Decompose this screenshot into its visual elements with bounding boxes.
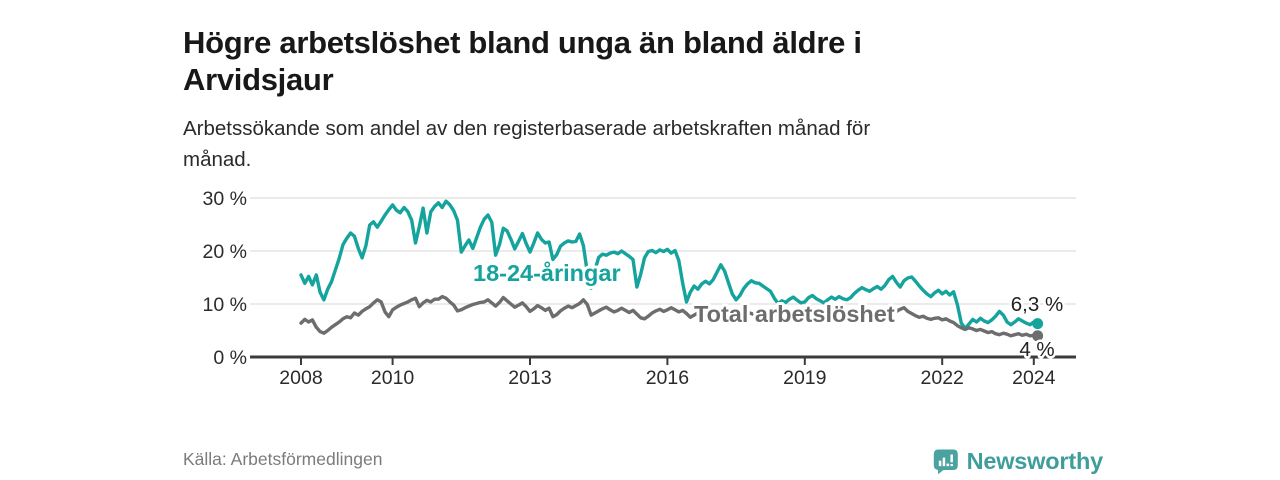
chart-title: Högre arbetslöshet bland unga än bland ä… bbox=[183, 24, 1043, 98]
chart-title-line1: Högre arbetslöshet bland unga än bland ä… bbox=[183, 24, 862, 60]
x-tick-label: 2010 bbox=[371, 367, 415, 389]
series-label-0: 18-24-åringar bbox=[473, 260, 621, 286]
y-tick-label: 10 % bbox=[203, 294, 247, 316]
line-chart: 2008 2010 2013 2016 2019 2022 2024 0 % 10 % 20 % 3… bbox=[203, 188, 1076, 389]
series-label-1: Total arbetslöshet bbox=[694, 301, 895, 327]
newsworthy-logo-link[interactable]: Newsworthy bbox=[933, 444, 1103, 478]
newsworthy-wordmark: Newsworthy bbox=[966, 447, 1104, 474]
x-tick-label: 2024 bbox=[1012, 367, 1056, 389]
x-tick-label: 2022 bbox=[921, 367, 964, 389]
x-tick-label: 2019 bbox=[783, 367, 826, 389]
newsworthy-icon bbox=[933, 448, 958, 474]
chart-subtitle-line2: månad. bbox=[183, 147, 252, 171]
y-tick-label: 20 % bbox=[203, 241, 247, 263]
end-dot-0 bbox=[1032, 318, 1044, 330]
chart-title-line2: Arvidsjaur bbox=[183, 61, 334, 97]
series-line-0 bbox=[299, 199, 1040, 331]
chart-subtitle: Arbetssökande som andel av den registerb… bbox=[183, 113, 1043, 175]
source-note: Källa: Arbetsförmedlingen bbox=[183, 449, 383, 469]
end-value-label-0: 6,3 % bbox=[1011, 293, 1063, 316]
end-value-label-1: 4 % bbox=[1019, 338, 1054, 361]
x-tick-label: 2016 bbox=[646, 367, 689, 389]
end-dot-1 bbox=[1032, 330, 1044, 342]
y-tick-label: 0 % bbox=[213, 347, 247, 369]
chart-subtitle-line1: Arbetssökande som andel av den registerb… bbox=[183, 116, 871, 140]
series-line-1 bbox=[299, 294, 1040, 338]
x-tick-label: 2008 bbox=[279, 367, 322, 389]
x-tick-label: 2013 bbox=[508, 367, 551, 389]
y-tick-label: 30 % bbox=[203, 188, 247, 210]
